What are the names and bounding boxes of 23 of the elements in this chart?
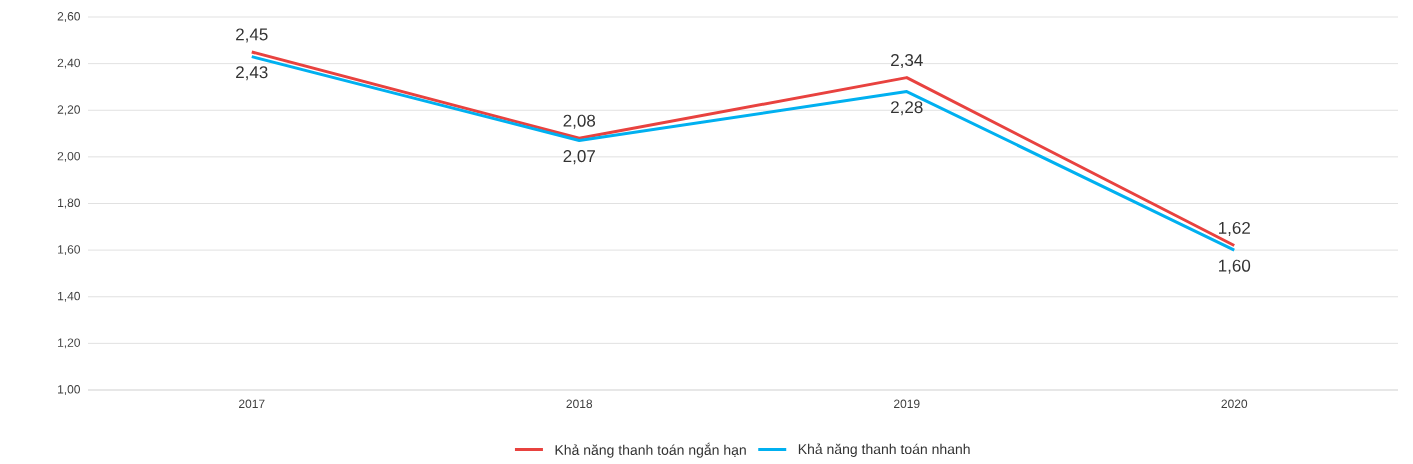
x-tick-label: 2018 bbox=[566, 399, 593, 409]
x-tick-label: 2017 bbox=[239, 399, 265, 409]
data-label: 1,60 bbox=[1219, 259, 1251, 274]
data-label: 2,28 bbox=[891, 101, 923, 116]
data-label: 2,43 bbox=[236, 66, 268, 81]
x-tick-label: 2019 bbox=[894, 399, 920, 409]
data-label: 2,45 bbox=[236, 28, 268, 43]
y-tick-label: 1,20 bbox=[58, 338, 81, 349]
y-tick-label: 2,60 bbox=[57, 12, 81, 22]
y-tick-label: 2,20 bbox=[57, 105, 81, 116]
y-tick-label: 1,40 bbox=[58, 291, 81, 302]
x-tick-label: 2020 bbox=[1221, 399, 1248, 409]
y-tick-label: 2,40 bbox=[57, 58, 81, 69]
data-label: 2,07 bbox=[563, 150, 595, 165]
data-label: 2,34 bbox=[891, 54, 923, 69]
legend-label: Khả năng thanh toán ngắn hạn bbox=[555, 442, 746, 458]
y-tick-label: 2,00 bbox=[57, 151, 81, 162]
y-tick-label: 1,80 bbox=[58, 198, 81, 209]
y-tick-label: 1,60 bbox=[58, 245, 81, 256]
legend-label: Khả năng thanh toán nhanh bbox=[798, 443, 970, 457]
y-tick-label: 1,00 bbox=[58, 385, 81, 395]
data-label: 1,62 bbox=[1219, 221, 1250, 236]
data-label: 2,08 bbox=[563, 114, 596, 129]
